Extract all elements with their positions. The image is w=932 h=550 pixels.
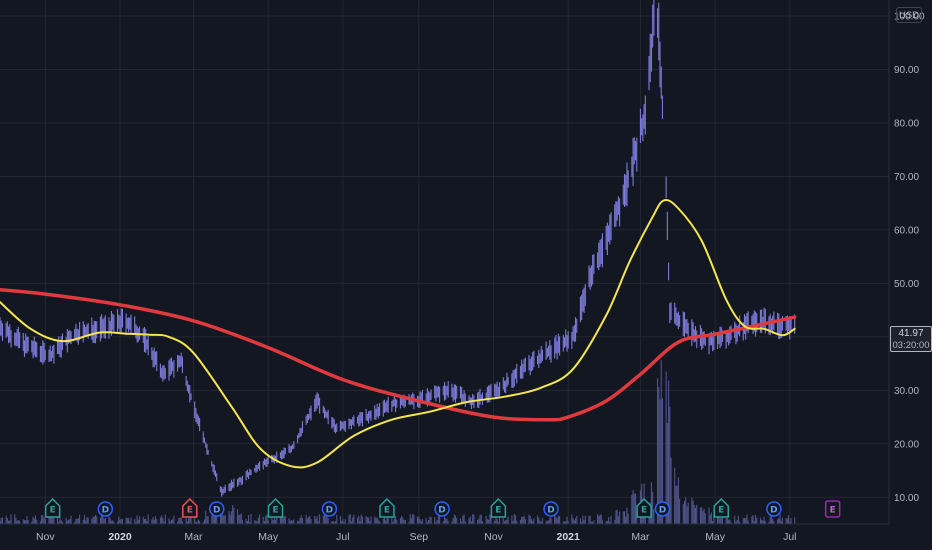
x-tick-label: Nov [36, 531, 55, 543]
event-marker-label: E [641, 506, 647, 516]
price-axis[interactable]: 100.0090.0080.0070.0060.0050.0040.0030.0… [894, 12, 925, 504]
x-tick-label: Jul [336, 531, 349, 543]
event-marker-dividend[interactable]: D [766, 501, 782, 517]
dividend-icon [543, 501, 559, 517]
y-tick-label: 50.00 [894, 279, 919, 290]
event-marker-dividend[interactable]: D [654, 501, 671, 517]
event-marker-dividend[interactable]: D [321, 501, 338, 517]
x-tick-label: May [705, 531, 726, 543]
y-tick-label: 60.00 [894, 225, 919, 236]
earnings-icon [636, 497, 652, 518]
event-marker-label: E [272, 506, 278, 516]
event-marker-label: D [770, 506, 777, 516]
event-marker-earnings-miss[interactable]: E [182, 497, 198, 518]
y-tick-label: 10.00 [894, 493, 919, 504]
event-marker-earnings[interactable]: E [713, 497, 729, 518]
dividend-icon [97, 501, 114, 517]
ma-slow-line [0, 288, 797, 422]
dividend-icon [654, 501, 671, 517]
y-tick-label: 30.00 [894, 386, 919, 397]
event-marker-label: D [438, 506, 445, 516]
x-tick-label: 2021 [556, 531, 580, 543]
y-tick-label: 90.00 [894, 65, 919, 76]
event-marker-label: E [830, 506, 836, 516]
event-marker-label: D [659, 506, 666, 516]
event-marker-earnings[interactable]: E [490, 497, 507, 518]
x-tick-label: Sep [409, 531, 428, 543]
time-axis[interactable]: Nov 2020 Mar May Jul Sep Nov 2021 Mar May Jul [36, 531, 797, 543]
last-price-tag: 41.97 03:20:00 [890, 326, 932, 352]
x-tick-label: 2020 [108, 531, 132, 543]
event-marker-earnings[interactable]: E [636, 497, 652, 518]
event-marker-earnings[interactable]: E [379, 497, 395, 518]
event-marker-label: E [495, 506, 501, 516]
earnings-icon [713, 497, 729, 518]
event-marker-label: E [187, 506, 193, 516]
x-tick-label: Mar [184, 531, 203, 543]
dividend-icon [208, 501, 225, 517]
y-tick-label: 100.00 [894, 12, 925, 23]
event-marker-upcoming-earnings[interactable]: E [824, 500, 841, 518]
earnings-icon [267, 497, 284, 518]
volume-bars [0, 360, 796, 524]
earnings-icon [824, 500, 841, 518]
event-marker-earnings[interactable]: E [267, 497, 284, 518]
y-tick-label: 70.00 [894, 172, 919, 183]
event-marker-dividend[interactable]: D [434, 501, 450, 517]
event-marker-dividend[interactable]: D [97, 501, 114, 517]
currency-badge[interactable]: USD [896, 7, 922, 23]
y-tick-label: 20.00 [894, 439, 919, 450]
y-tick-label: 80.00 [894, 118, 919, 129]
event-marker-dividend[interactable]: D [543, 501, 559, 517]
earnings-icon [44, 497, 61, 518]
moving-average-lines [0, 199, 797, 469]
price-bars [0, 0, 796, 497]
dividend-icon [766, 501, 782, 517]
event-marker-label: D [213, 506, 220, 516]
event-marker-label: E [718, 506, 724, 516]
event-marker-earnings[interactable]: E [44, 497, 61, 518]
x-tick-label: May [258, 531, 279, 543]
event-marker-label: E [50, 506, 56, 516]
x-tick-label: Jul [783, 531, 796, 543]
event-marker-label: D [102, 506, 109, 516]
earnings-icon [490, 497, 507, 518]
dividend-icon [321, 501, 338, 517]
earnings-icon [182, 497, 198, 518]
x-tick-label: Mar [631, 531, 650, 543]
dividend-icon [434, 501, 450, 517]
grid-lines [0, 0, 889, 524]
ma-fast-line [0, 199, 796, 469]
x-tick-label: Nov [484, 531, 503, 543]
bar-countdown: 03:20:00 [892, 340, 930, 351]
earnings-icon [379, 497, 395, 518]
event-marker-label: E [384, 506, 390, 516]
event-marker-dividend[interactable]: D [208, 501, 225, 517]
last-price-value: 41.97 [898, 328, 924, 339]
event-marker-label: D [547, 506, 554, 516]
event-marker-label: D [326, 506, 333, 516]
